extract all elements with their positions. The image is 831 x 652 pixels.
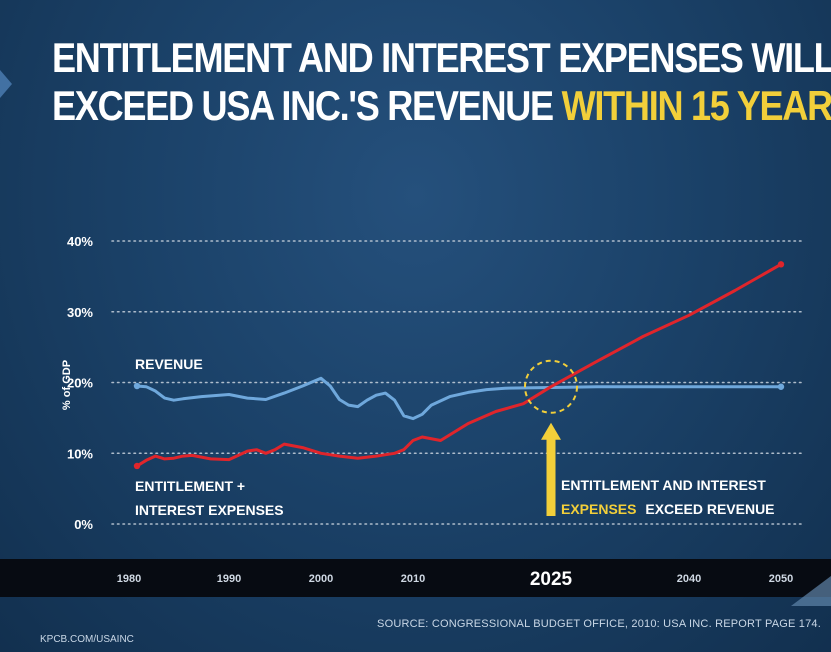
y-axis-ticks: 0% 10% 20% 30% 40% xyxy=(67,234,93,532)
x-tick-label-2040: 2040 xyxy=(677,573,701,585)
title-line-2-highlight: WITHIN 15 YEARS xyxy=(561,82,831,129)
y-tick-label-40: 40% xyxy=(67,234,93,249)
series-lines xyxy=(133,261,785,470)
expenses-label-line-2: INTEREST EXPENSES xyxy=(135,502,284,518)
expenses-start-point xyxy=(133,462,141,470)
title-line-2-plain: EXCEED USA INC.'S REVENUE xyxy=(52,82,554,129)
revenue-label: REVENUE xyxy=(135,356,203,372)
expenses-label-line-1: ENTITLEMENT + xyxy=(135,478,245,494)
x-tick-label-2050: 2050 xyxy=(769,573,793,585)
y-tick-label-10: 10% xyxy=(67,446,93,461)
callout-line-1: ENTITLEMENT AND INTEREST xyxy=(561,477,766,493)
crossover-circle xyxy=(524,359,578,414)
x-tick-label-2025: 2025 xyxy=(530,569,573,590)
x-tick-label-2010: 2010 xyxy=(401,573,425,585)
y-axis-label: % of GDP xyxy=(61,360,73,410)
revenue-start-point xyxy=(133,382,141,390)
title-line-2: EXCEED USA INC.'S REVENUE WITHIN 15 YEAR… xyxy=(52,82,831,130)
decorative-corner xyxy=(791,576,831,606)
x-tick-label-1990: 1990 xyxy=(217,573,241,585)
callout-line-2-yellow: EXPENSES xyxy=(561,501,636,517)
source-note: SOURCE: CONGRESSIONAL BUDGET OFFICE, 201… xyxy=(377,618,821,630)
callout-line-2-white: EXCEED REVENUE xyxy=(645,501,774,517)
revenue-end-point xyxy=(777,383,785,390)
expenses-line xyxy=(135,262,783,468)
y-tick-label-30: 30% xyxy=(67,305,93,320)
title-line-1: ENTITLEMENT AND INTEREST EXPENSES WILL xyxy=(52,34,831,81)
x-axis-bar xyxy=(0,559,831,597)
callout-line-2: EXPENSES EXCEED REVENUE xyxy=(561,501,775,517)
x-axis-ticks: 1980 1990 2000 2010 2025 2040 2050 xyxy=(117,569,793,590)
x-tick-label-2000: 2000 xyxy=(309,573,333,585)
gridlines xyxy=(111,240,803,525)
x-tick-label-1980: 1980 xyxy=(117,573,141,585)
page-title: ENTITLEMENT AND INTEREST EXPENSES WILL E… xyxy=(52,34,831,130)
revenue-line xyxy=(135,376,783,421)
footer-url: KPCB.COM/USAINC xyxy=(40,634,134,645)
y-tick-label-20: 20% xyxy=(67,376,93,391)
decorative-triangle xyxy=(0,70,12,98)
y-tick-label-0: 0% xyxy=(74,517,93,532)
up-arrow-icon xyxy=(541,422,561,516)
expenses-end-point xyxy=(777,261,785,268)
